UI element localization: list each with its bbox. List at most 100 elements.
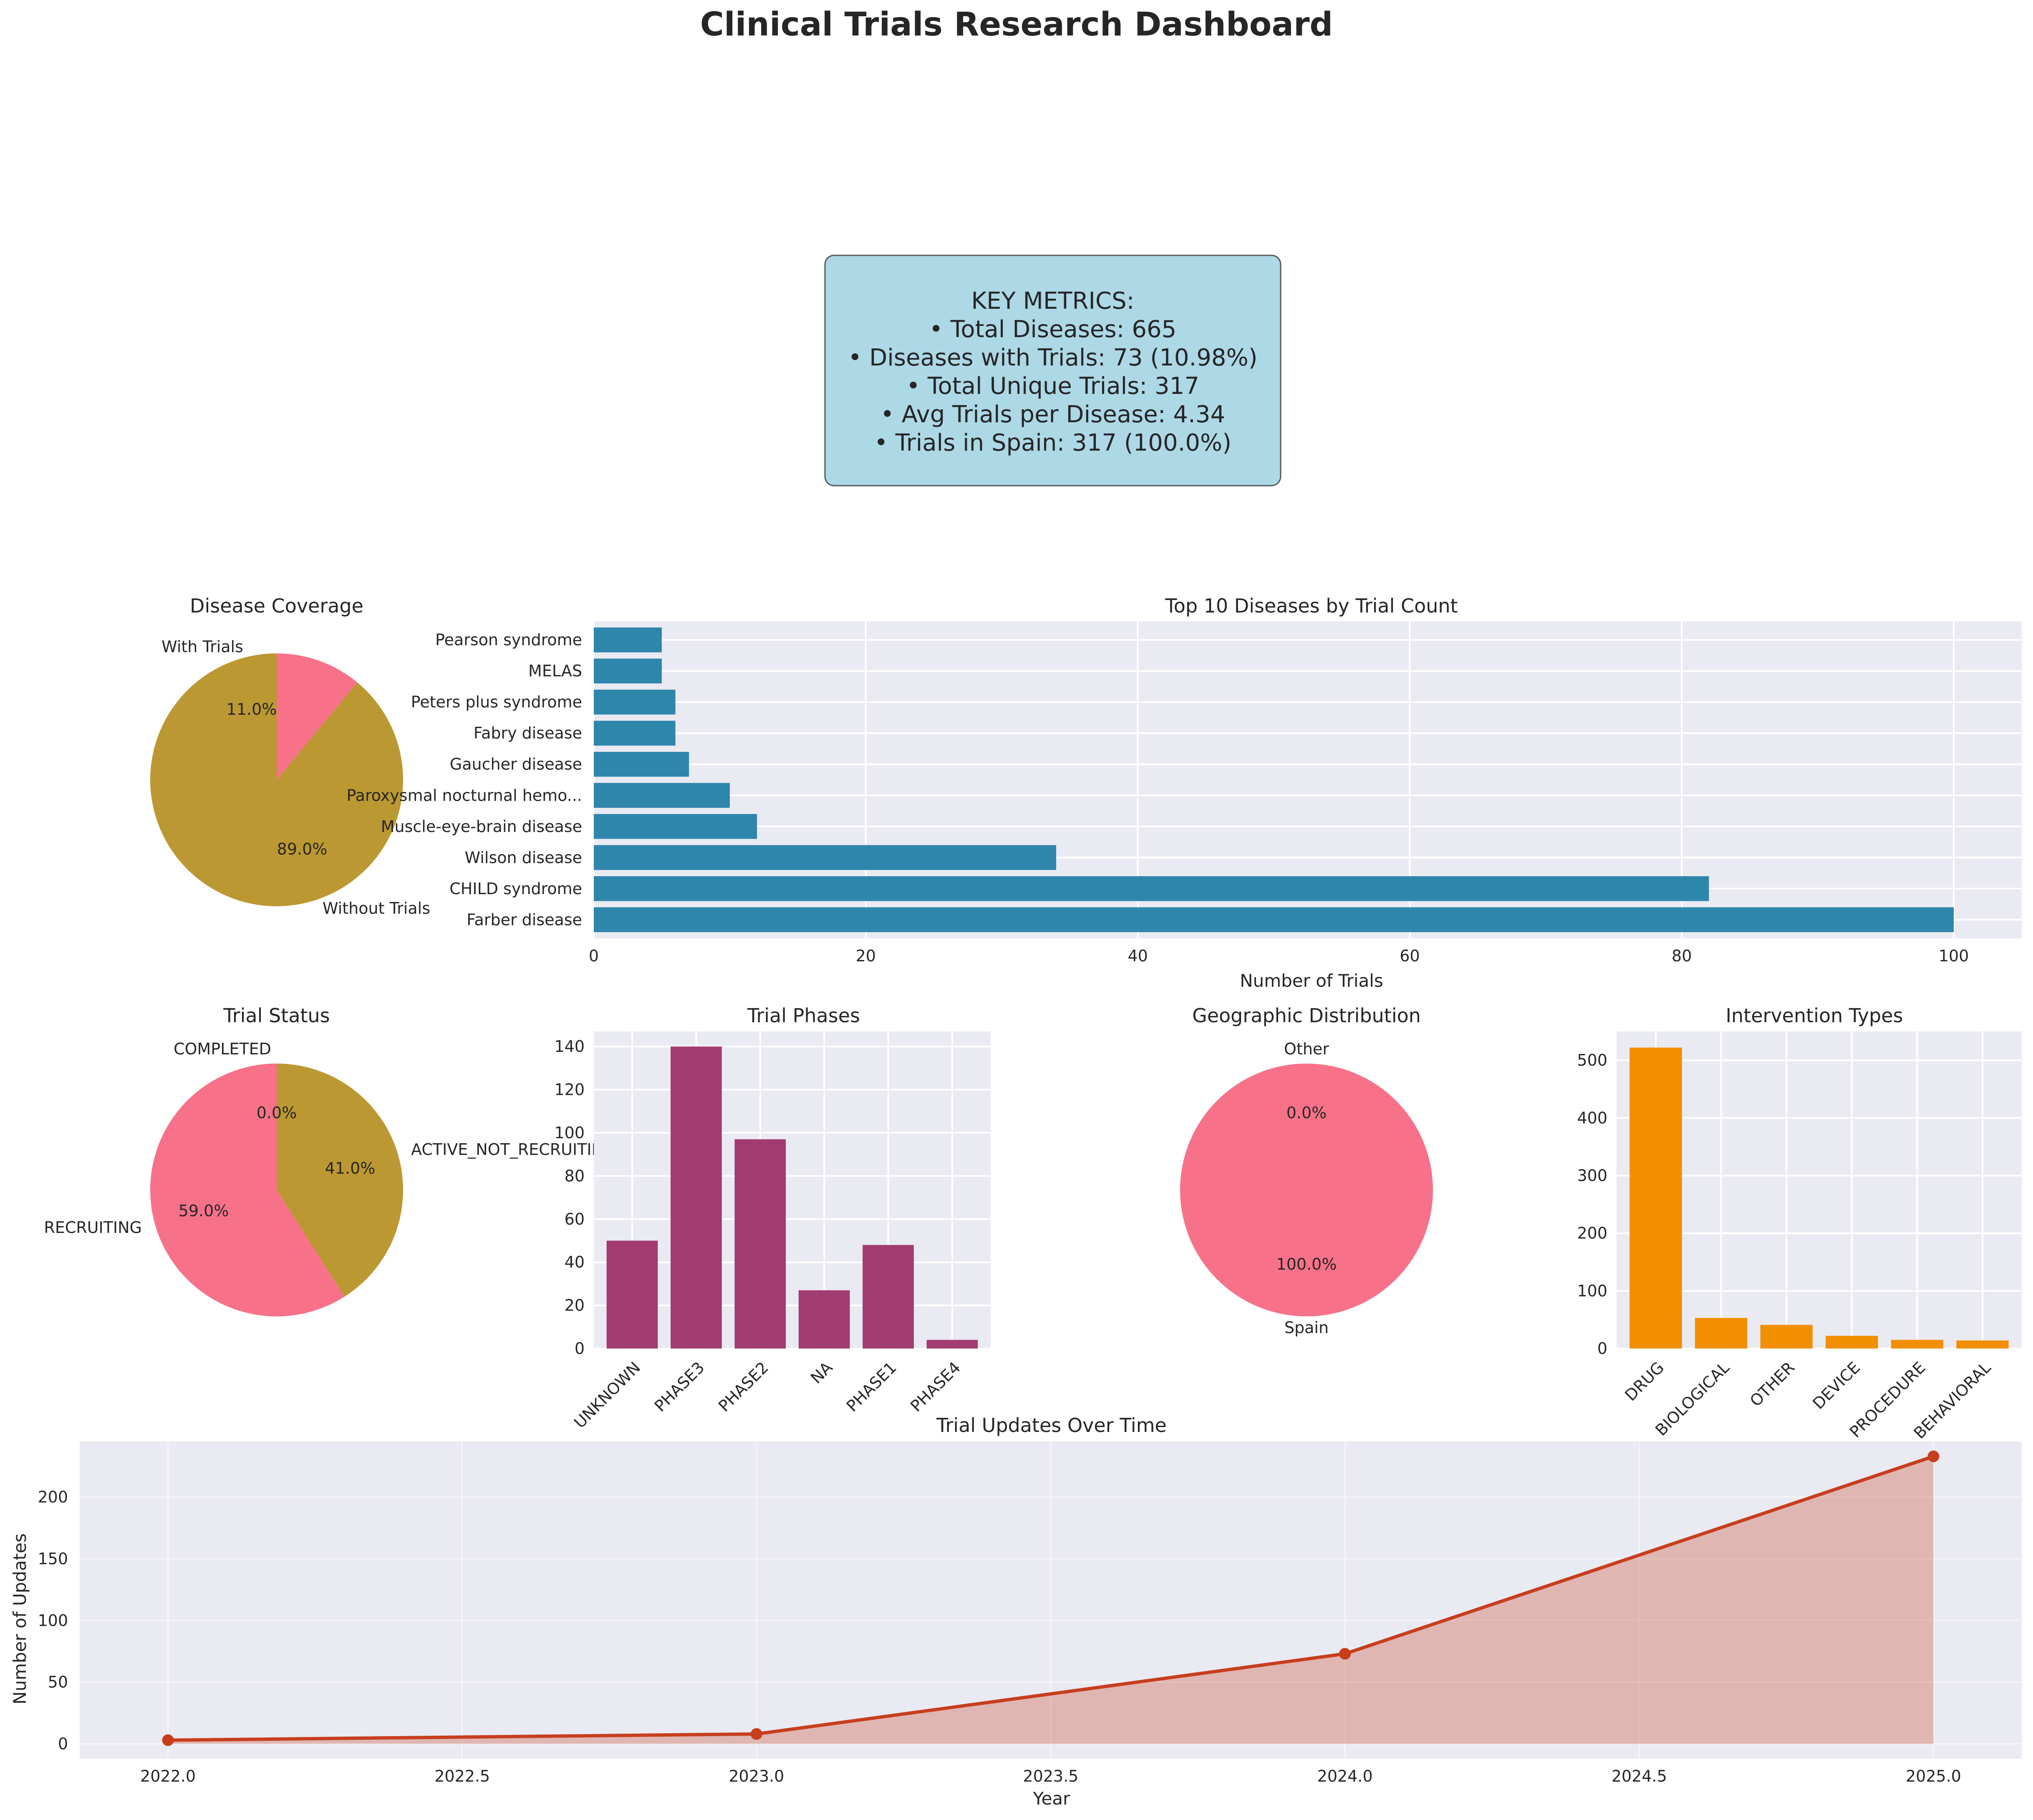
pie-percent-other: 0.0%	[1286, 1104, 1327, 1122]
x-tick-label: 2024.0	[1317, 1767, 1373, 1785]
x-tick-label: 2022.5	[434, 1767, 490, 1785]
x-tick-label: PHASE4	[907, 1358, 964, 1415]
key-metrics-background	[824, 255, 1281, 487]
y-tick-label: 60	[565, 1210, 585, 1228]
bar-gaucher-disease	[594, 751, 689, 777]
y-tick-label: Fabry disease	[474, 724, 582, 742]
y-tick-label: 20	[565, 1296, 585, 1315]
pie-label-other: Other	[1284, 1040, 1329, 1058]
bar-phase4	[926, 1340, 978, 1349]
trial-updates-xlabel: Year	[1033, 1788, 1071, 1809]
y-tick-label: Peters plus syndrome	[411, 693, 582, 711]
data-point	[162, 1734, 174, 1746]
bar-muscle-eye-brain-disease	[594, 814, 757, 839]
y-tick-label: Farber disease	[467, 910, 582, 929]
bar-fabry-disease	[594, 721, 676, 746]
y-tick-label: 150	[38, 1550, 68, 1568]
bar-other	[1760, 1325, 1813, 1349]
dashboard-title: Clinical Trials Research Dashboard	[700, 6, 1333, 43]
y-tick-label: Muscle-eye-brain disease	[381, 817, 582, 836]
x-tick-label: 2023.5	[1023, 1767, 1079, 1785]
y-tick-label: 40	[565, 1253, 585, 1271]
pie-slice-spain	[1180, 1064, 1433, 1316]
pie-label-spain: Spain	[1284, 1318, 1329, 1337]
y-tick-label: 500	[1577, 1051, 1607, 1069]
disease-coverage-title: Disease Coverage	[190, 595, 363, 617]
bar-drug	[1629, 1047, 1682, 1349]
bar-procedure	[1891, 1340, 1944, 1349]
disease-coverage-pie: With Trials 11.0% Without Trials 89.0%	[150, 638, 430, 918]
area-fill	[168, 1456, 1934, 1744]
bar-farber-disease	[594, 907, 1954, 933]
bar-behavioral	[1956, 1340, 2009, 1349]
y-tick-label: 120	[554, 1081, 585, 1099]
trial-phases-title: Trial Phases	[747, 1004, 860, 1027]
pie-percent-with-trials: 11.0%	[227, 700, 277, 718]
trial-updates-title: Trial Updates Over Time	[936, 1414, 1167, 1437]
plot-background	[1617, 1031, 2022, 1349]
bar-melas	[594, 658, 662, 684]
x-tick-label: UNKNOWN	[570, 1358, 644, 1432]
x-tick-label: OTHER	[1746, 1358, 1798, 1410]
plot-background	[594, 1031, 991, 1349]
pie-label-without-trials: Without Trials	[323, 899, 430, 918]
bar-child-syndrome	[594, 876, 1709, 901]
trial-updates-panel: 2022.0 2022.5 2023.0 2023.5 2024.0 2024.5 2025…	[10, 1414, 2022, 1809]
pie-percent-active-not-recruiting: 41.0%	[325, 1159, 376, 1177]
pie-slice-active-not-recruiting	[277, 1064, 403, 1297]
geographic-panel: Geographic Distribution Other 0.0% Spain 10…	[1180, 1004, 1433, 1337]
x-tick-label: 60	[1400, 947, 1420, 965]
x-tick-label: 20	[856, 947, 876, 965]
bar-paroxysmal-nocturnal-hemo	[594, 783, 730, 808]
x-tick-label: 2024.5	[1612, 1767, 1667, 1785]
x-tick-label: 2023.0	[729, 1767, 784, 1785]
metric-trials-in-spain: • Trials in Spain: 317 (100.0%)	[874, 429, 1231, 456]
y-tick-label: Wilson disease	[465, 848, 582, 867]
data-point	[1339, 1648, 1351, 1660]
bar-phase3	[671, 1046, 722, 1349]
y-tick-label: 400	[1577, 1109, 1607, 1127]
y-tick-label: 300	[1577, 1166, 1607, 1185]
y-tick-label: 80	[565, 1167, 585, 1185]
intervention-panel: Intervention Types 0100200300400500DRUGB…	[1577, 1004, 2022, 1442]
metric-total-unique-trials: • Total Unique Trials: 317	[906, 373, 1199, 400]
pie-label-recruiting: RECRUITING	[44, 1218, 142, 1237]
top-diseases-chart: 0 20 40 60 80 100 Farber disease CHILD syndrome…	[346, 621, 2022, 965]
metric-avg-trials-per-disease: • Avg Trials per Disease: 4.34	[880, 401, 1225, 428]
y-tick-label: 100	[554, 1124, 585, 1142]
trial-updates-ylabel: Number of Updates	[10, 1533, 30, 1704]
bar-device	[1826, 1336, 1878, 1349]
trial-status-pie: COMPLETED 0.0% ACTIVE_NOT_RECRUITING 41.0% R…	[44, 1040, 616, 1316]
data-point	[1927, 1450, 1940, 1462]
bar-biological	[1695, 1318, 1748, 1349]
bar-phase1	[863, 1245, 914, 1349]
trial-updates-chart: 2022.0 2022.5 2023.0 2023.5 2024.0 2024.5 2025…	[38, 1442, 2022, 1785]
bar-peters-plus-syndrome	[594, 689, 676, 715]
bar-phase2	[734, 1139, 786, 1349]
key-metrics-box: KEY METRICS: • Total Diseases: 665 • Dis…	[824, 255, 1281, 487]
y-tick-label: 200	[38, 1488, 68, 1506]
x-tick-label: DEVICE	[1809, 1358, 1864, 1413]
top-diseases-panel: Top 10 Diseases by Trial Count 0 20 40 60 80…	[346, 595, 2022, 991]
pie-label-active-not-recruiting: ACTIVE_NOT_RECRUITING	[411, 1140, 616, 1159]
metric-diseases-with-trials: • Diseases with Trials: 73 (10.98%)	[848, 344, 1257, 371]
y-tick-label: 50	[48, 1673, 68, 1691]
trial-status-panel: Trial Status COMPLETED 0.0% ACTIVE_NOT_REC…	[44, 1004, 616, 1316]
trial-status-title: Trial Status	[223, 1004, 330, 1027]
x-tick-label: PHASE1	[843, 1358, 900, 1415]
y-tick-label: CHILD syndrome	[449, 880, 582, 898]
pie-percent-recruiting: 59.0%	[179, 1202, 229, 1220]
key-metrics-header: KEY METRICS:	[971, 287, 1135, 315]
y-tick-label: 0	[575, 1339, 585, 1358]
pie-slice-recruiting	[150, 1064, 345, 1316]
metric-total-diseases: • Total Diseases: 665	[929, 316, 1176, 343]
x-tick-label: 2022.0	[140, 1767, 196, 1785]
bar-na	[798, 1290, 850, 1349]
x-tick-label: 100	[1939, 947, 1969, 965]
y-tick-label: 200	[1577, 1224, 1607, 1243]
pie-slice-without-trials	[150, 653, 403, 906]
